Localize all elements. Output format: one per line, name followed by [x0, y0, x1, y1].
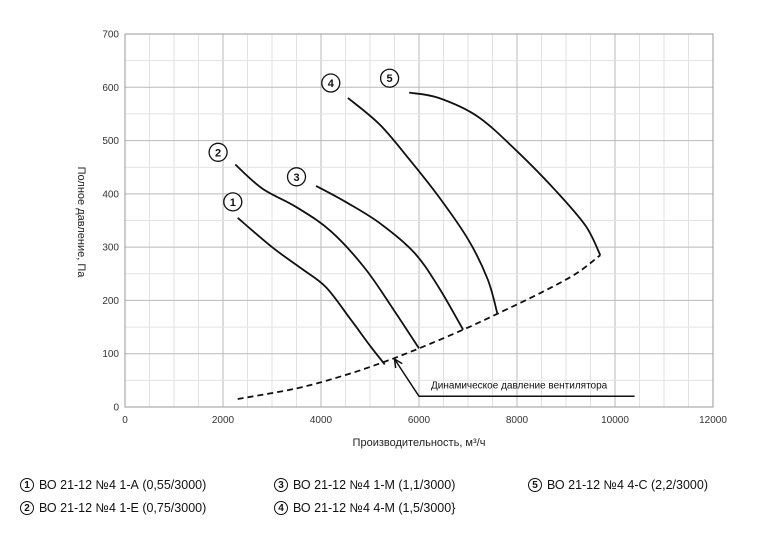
curve-marker-label: 1	[230, 197, 236, 209]
y-tick-label: 200	[102, 296, 119, 307]
curve-marker-circle	[286, 167, 307, 187]
y-tick-label: 0	[113, 403, 119, 414]
curve-marker-label: 5	[387, 73, 393, 85]
legend-label: ВО 21-12 №4 1-М (1,1/3000)	[293, 478, 456, 492]
fan-curve-1	[237, 217, 386, 365]
x-tick-label: 12000	[699, 415, 727, 426]
x-tick-label: 2000	[212, 415, 235, 426]
axes: 0 2000 4000 6000 8000 10000 12000 0 100 200 300 400…	[102, 30, 727, 427]
annotation-leader	[393, 358, 635, 398]
annotation-text: Динамическое давление вентилятора	[431, 380, 608, 391]
legend-item: 4 ВО 21-12 №4 4-М (1,5/3000}	[274, 501, 528, 515]
fan-curve-4	[347, 97, 499, 315]
plot-frame	[124, 33, 714, 408]
x-tick-label: 8000	[506, 415, 529, 426]
fan-curve-2	[234, 163, 420, 349]
y-tick-label: 600	[102, 83, 119, 94]
curve-marker-label: 3	[293, 172, 299, 184]
legend-item: 1 ВО 21-12 №4 1-А (0,55/3000)	[20, 478, 274, 492]
fan-curve-5	[409, 91, 602, 256]
legend-label: ВО 21-12 №4 4-М (1,5/3000}	[293, 501, 456, 515]
y-tick-label: 700	[102, 30, 119, 41]
legend-item: 3 ВО 21-12 №4 1-М (1,1/3000)	[274, 478, 528, 492]
legend: 1 ВО 21-12 №4 1-А (0,55/3000) 3 ВО 21-12…	[20, 478, 760, 515]
x-tick-label: 4000	[310, 415, 333, 426]
curve-marker-label: 4	[328, 78, 335, 90]
x-axis-title: Производительность, м³/ч	[353, 437, 486, 449]
curve-marker-circle	[379, 68, 400, 88]
legend-item: 2 ВО 21-12 №4 1-Е (0,75/3000)	[20, 501, 274, 515]
legend-number: 1	[20, 478, 34, 492]
legend-number: 2	[20, 501, 34, 515]
x-tick-label: 6000	[408, 415, 431, 426]
curve-markers: 1 2 3 4 5	[208, 68, 400, 212]
legend-label: ВО 21-12 №4 1-Е (0,75/3000)	[39, 501, 207, 515]
y-tick-label: 300	[102, 243, 119, 254]
grid	[124, 33, 714, 408]
x-tick-label: 10000	[601, 415, 629, 426]
legend-label: ВО 21-12 №4 1-А (0,55/3000)	[39, 478, 207, 492]
annotation: Динамическое давление вентилятора	[393, 357, 635, 398]
legend-number: 3	[274, 478, 288, 492]
y-tick-label: 400	[102, 189, 119, 200]
y-tick-label: 100	[102, 349, 119, 360]
legend-number: 5	[528, 478, 542, 492]
y-tick-label: 500	[102, 136, 119, 147]
curve-marker-circle	[208, 142, 228, 162]
legend-label: ВО 21-12 №4 4-С (2,2/3000)	[547, 478, 708, 492]
series-lines	[234, 91, 602, 400]
curve-marker-circle	[223, 192, 243, 212]
legend-item: 5 ВО 21-12 №4 4-С (2,2/3000)	[528, 478, 758, 492]
y-axis-title: Полное давление, Па	[75, 167, 87, 279]
curve-marker-label: 2	[215, 147, 221, 159]
curve-marker-circle	[321, 73, 341, 93]
legend-number: 4	[274, 501, 288, 515]
pressure-flow-chart: 0 2000 4000 6000 8000 10000 12000 0 100 200 300 400…	[75, 30, 727, 450]
annotation-arrowhead	[393, 357, 403, 369]
fan-curve-3	[315, 185, 464, 331]
x-tick-label: 0	[122, 415, 128, 426]
dynamic-pressure-line	[237, 254, 601, 400]
